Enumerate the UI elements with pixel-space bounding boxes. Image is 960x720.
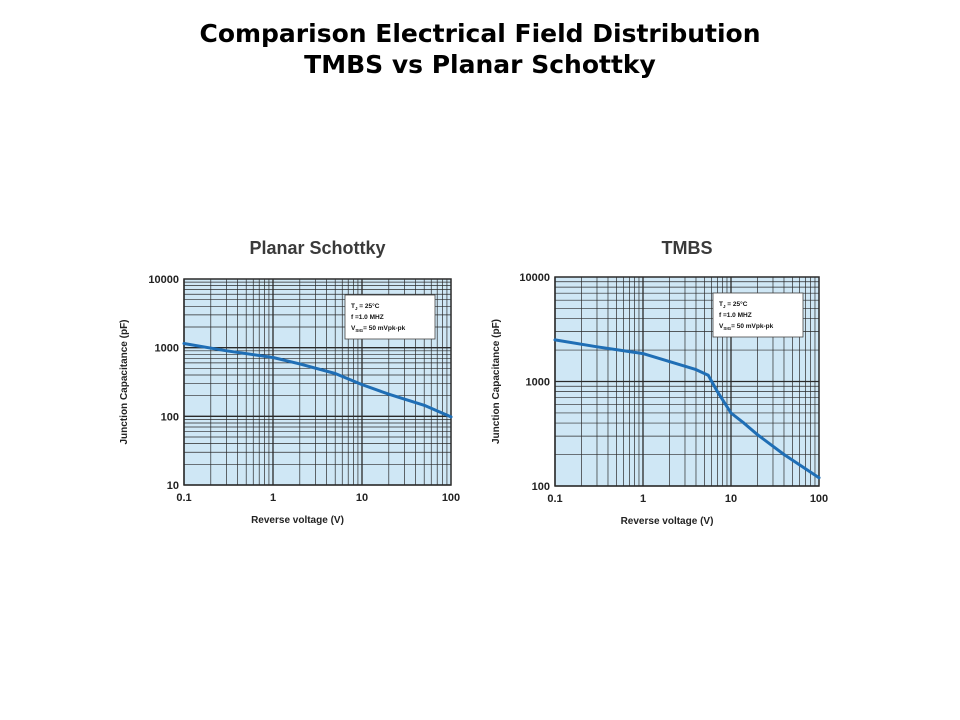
capacitance-curve [553, 338, 821, 480]
data-point [729, 411, 733, 415]
conditions-box [712, 292, 804, 338]
plot-frame [183, 278, 452, 486]
data-point [387, 392, 391, 396]
conditions-frequency: f =1.0 MHZ [351, 314, 384, 321]
data-point [298, 362, 302, 366]
y-tick-label: 100 [532, 481, 550, 493]
y-tick-label: 10 [167, 480, 179, 492]
conditions-signal: VSIG= 50 mVpk-pk [719, 323, 774, 331]
data-point [553, 338, 557, 342]
x-axis-label: Reverse voltage (V) [251, 515, 344, 526]
data-point [706, 373, 710, 377]
y-tick-label: 100 [161, 411, 179, 423]
data-point [182, 342, 186, 345]
data-point [694, 368, 698, 371]
y-tick-label: 1000 [155, 343, 179, 355]
data-point [271, 356, 275, 359]
data-point [756, 433, 759, 437]
data-point [668, 360, 671, 364]
x-tick-label: 100 [810, 493, 828, 505]
slide-title-line-2: TMBS vs Planar Schottky [304, 50, 656, 79]
conditions-frequency: f =1.0 MHZ [719, 312, 752, 319]
plot-frame [554, 276, 820, 487]
x-axis-label: Reverse voltage (V) [621, 516, 714, 527]
data-point [782, 453, 786, 456]
x-tick-label: 0.1 [176, 492, 191, 504]
data-point [422, 403, 426, 407]
slide-title: Comparison Electrical Field Distribution… [0, 18, 960, 80]
x-tick-label: 100 [442, 492, 460, 504]
data-point [817, 476, 821, 480]
y-tick-label: 10000 [148, 274, 179, 286]
y-axis-label: Junction Capacitance (pF) [491, 319, 502, 444]
y-tick-label: 1000 [526, 377, 550, 389]
data-point [641, 352, 645, 355]
tmbs-chart: TMBS 0.1 1 10 100 100 1000 10000 Reverse voltage… [491, 238, 828, 527]
x-tick-label: 10 [356, 492, 368, 504]
data-point [595, 345, 599, 349]
chart-title: TMBS [662, 238, 713, 258]
data-point [333, 372, 337, 375]
data-point [742, 421, 746, 425]
data-point [360, 383, 364, 386]
x-tick-label: 0.1 [547, 493, 562, 505]
planar-schottky-chart: Planar Schottky 0.1 1 10 100 10 100 1000 10000 Re… [119, 238, 460, 526]
conditions-temperature: TJ = 25°C [351, 302, 380, 311]
conditions-temperature: TJ = 25°C [719, 300, 748, 309]
chart-title: Planar Schottky [249, 238, 385, 258]
y-axis-label: Junction Capacitance (pF) [119, 319, 130, 444]
conditions-box [344, 294, 436, 340]
y-tick-label: 10000 [519, 272, 550, 284]
data-point [715, 390, 719, 394]
x-tick-label: 1 [640, 493, 646, 505]
data-point [449, 415, 453, 419]
data-point [225, 349, 228, 353]
conditions-signal: VSIG= 50 mVpk-pk [351, 325, 406, 333]
x-tick-label: 10 [725, 493, 737, 505]
slide-title-line-1: Comparison Electrical Field Distribution [199, 19, 761, 48]
x-tick-label: 1 [270, 492, 276, 504]
